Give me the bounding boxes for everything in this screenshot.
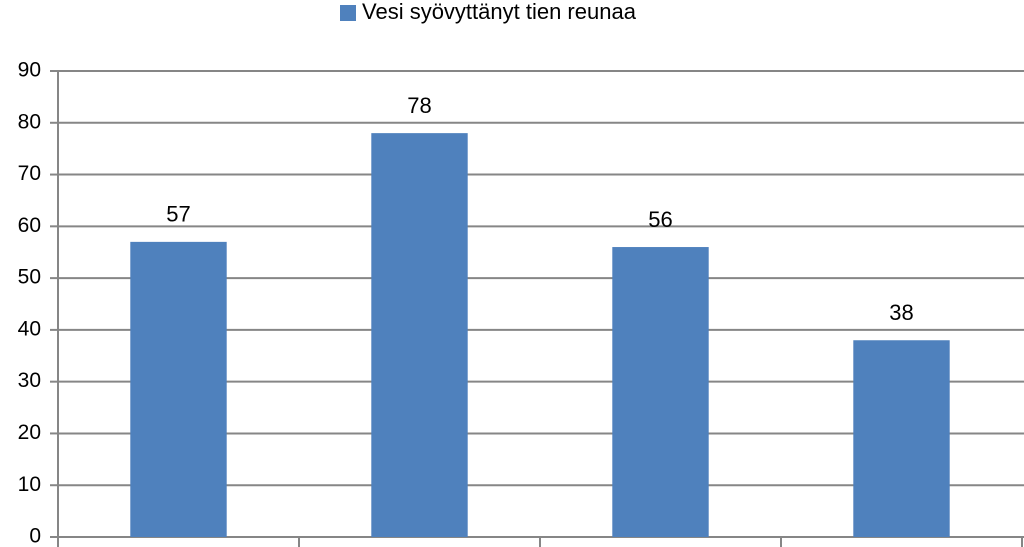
data-label: 57 <box>166 202 190 227</box>
y-tick-label: 0 <box>29 525 41 547</box>
data-label: 38 <box>889 300 913 325</box>
y-tick-label: 60 <box>18 214 41 237</box>
data-label: 78 <box>407 93 431 118</box>
y-tick-label: 70 <box>18 162 41 185</box>
bar <box>130 241 227 537</box>
y-tick-label: 30 <box>18 369 41 392</box>
y-tick-label: 50 <box>18 266 41 289</box>
bar <box>612 247 709 538</box>
bar <box>853 340 950 537</box>
y-tick-label: 80 <box>18 110 41 133</box>
legend-label: Vesi syövyttänyt tien reunaa <box>362 0 637 24</box>
data-label: 56 <box>648 207 672 232</box>
y-tick-label: 20 <box>18 421 41 444</box>
legend-swatch <box>340 5 356 21</box>
bar <box>371 133 468 537</box>
y-tick-label: 40 <box>18 317 41 340</box>
y-tick-label: 10 <box>18 473 41 496</box>
y-tick-label: 90 <box>18 59 41 82</box>
